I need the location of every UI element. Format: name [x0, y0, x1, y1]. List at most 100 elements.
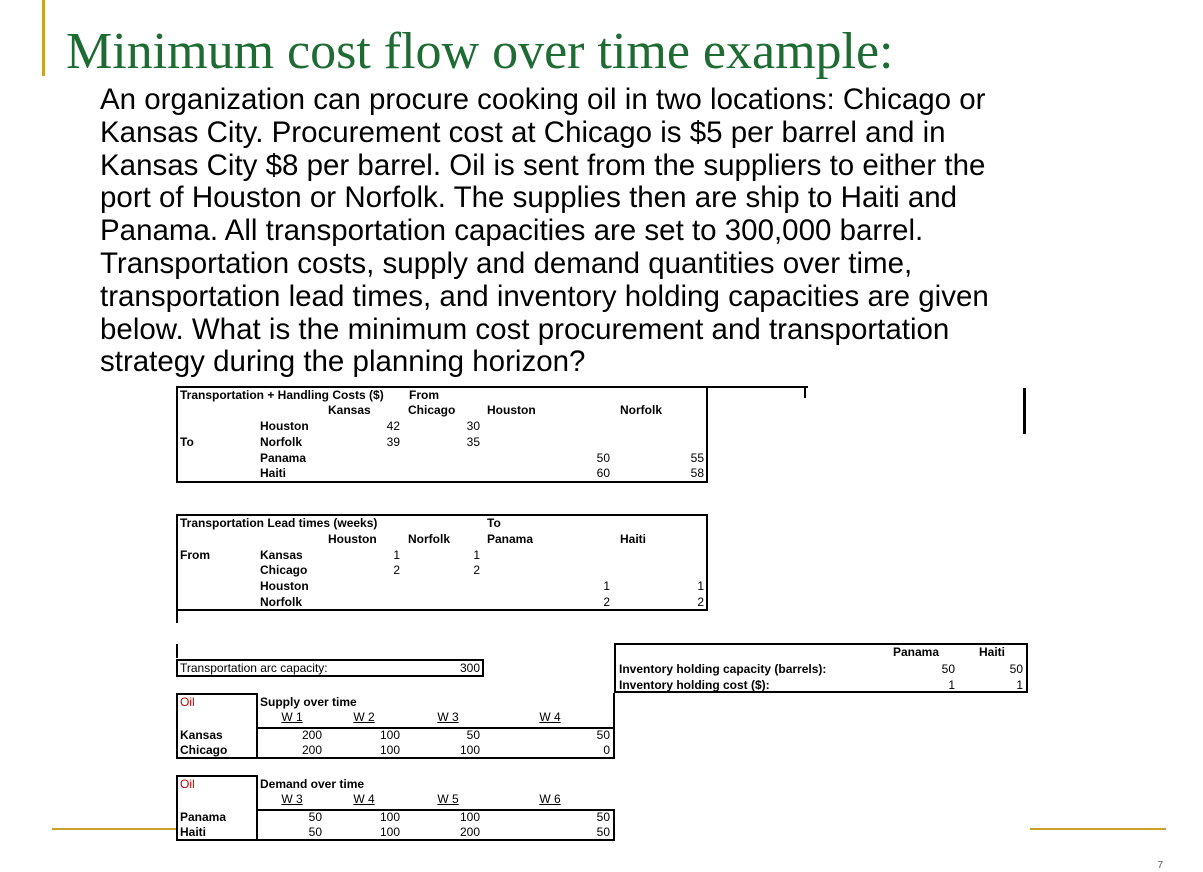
- lead-cell: 1: [603, 579, 610, 593]
- inventory-row-label: Inventory holding capacity (barrels):: [619, 662, 827, 676]
- supply-week: W 4: [539, 710, 561, 724]
- demand-cell: 100: [459, 810, 480, 824]
- demand-title: Demand over time: [260, 777, 365, 791]
- supply-values-box: [256, 727, 615, 759]
- lead-table-header: Transportation Lead times (weeks): [180, 516, 378, 530]
- bottom-left-rule: [52, 828, 176, 830]
- supply-cell: 100: [379, 728, 400, 742]
- supply-row-label: Chicago: [180, 743, 228, 757]
- cursor-bar: [1023, 388, 1026, 434]
- demand-week: W 5: [437, 792, 459, 806]
- body-line: port of Houston or Norfolk. The supplies…: [100, 181, 958, 215]
- cost-cell: 42: [386, 419, 400, 433]
- demand-row-label: Haiti: [180, 825, 207, 839]
- left-accent-bar: [42, 0, 45, 76]
- body-line: Transportation costs, supply and demand …: [100, 246, 913, 280]
- inventory-border: [614, 643, 1028, 693]
- lead-row-label: Chicago: [260, 563, 308, 577]
- supply-cell: 50: [466, 728, 480, 742]
- cost-cell: 39: [386, 435, 400, 449]
- cost-cell: 58: [690, 466, 704, 480]
- supply-oil-tag: Oil: [180, 695, 195, 709]
- lead-cell: 2: [697, 595, 704, 609]
- lead-cell: 2: [603, 595, 610, 609]
- lead-table-tail: [176, 611, 178, 623]
- lead-cell: 1: [697, 579, 704, 593]
- cost-row-label: Houston: [260, 419, 309, 433]
- lead-row-label: Houston: [260, 579, 309, 593]
- cost-cell: 35: [466, 435, 480, 449]
- supply-tag-box: [176, 693, 258, 759]
- cost-cell: 60: [596, 466, 610, 480]
- arc-capacity-label: Transportation arc capacity:: [180, 661, 328, 675]
- arc-capacity-value: 300: [459, 661, 480, 675]
- cost-row-label: Panama: [260, 451, 307, 465]
- lead-cell: 1: [393, 548, 400, 562]
- demand-week: W 6: [539, 792, 561, 806]
- lead-col-panama: Panama: [487, 532, 534, 546]
- slide-title: Minimum cost flow over time example:: [66, 23, 894, 80]
- demand-cell: 50: [308, 825, 322, 839]
- lead-col-norfolk: Norfolk: [408, 532, 450, 546]
- supply-week: W 3: [437, 710, 459, 724]
- lead-cell: 2: [473, 563, 480, 577]
- cost-table-from-label: From: [409, 388, 439, 402]
- cost-cell: 50: [596, 451, 610, 465]
- demand-week: W 3: [281, 792, 303, 806]
- lead-table-to-label: To: [487, 516, 501, 530]
- demand-values-box: [256, 809, 615, 841]
- supply-cell: 200: [301, 743, 322, 757]
- lead-cell: 2: [393, 563, 400, 577]
- supply-week: W 2: [353, 710, 375, 724]
- lead-row-label: Kansas: [260, 548, 303, 562]
- cost-row-label: Norfolk: [260, 435, 302, 449]
- inventory-cell: 50: [1009, 662, 1023, 676]
- body-line: Kansas City $8 per barrel. Oil is sent f…: [100, 148, 986, 182]
- lead-table-from-label: From: [180, 548, 210, 562]
- cost-col-houston: Houston: [487, 403, 536, 417]
- cost-row-label: Haiti: [260, 466, 287, 480]
- demand-cell: 100: [379, 810, 400, 824]
- demand-oil-tag: Oil: [180, 777, 195, 791]
- supply-week: W 1: [281, 710, 303, 724]
- inventory-cell: 50: [941, 662, 955, 676]
- body-line: An organization can procure cooking oil …: [100, 83, 986, 116]
- cost-col-chicago: Chicago: [408, 403, 456, 417]
- body-line: strategy during the planning horizon?: [100, 345, 586, 379]
- cost-table-header: Transportation + Handling Costs ($): [180, 388, 384, 402]
- lead-row-label: Norfolk: [260, 595, 302, 609]
- inventory-cell: 1: [948, 678, 955, 692]
- inventory-cell: 1: [1016, 678, 1023, 692]
- inventory-col-haiti: Haiti: [978, 645, 1005, 659]
- problem-statement: An organization can procure cooking oil …: [100, 83, 1160, 379]
- cost-cell: 55: [690, 451, 704, 465]
- arc-capacity-box: [176, 659, 484, 677]
- demand-row-label: Panama: [180, 810, 227, 824]
- lead-col-haiti: Haiti: [620, 532, 647, 546]
- cost-col-kansas: Kansas: [328, 403, 371, 417]
- demand-week: W 4: [353, 792, 375, 806]
- arc-tick: [176, 644, 178, 658]
- supply-right-tick: [613, 693, 615, 729]
- supply-cell: 50: [596, 728, 610, 742]
- inventory-col-panama: Panama: [892, 645, 940, 659]
- lead-col-houston: Houston: [328, 532, 377, 546]
- supply-title: Supply over time: [260, 695, 357, 709]
- supply-cell: 200: [301, 728, 322, 742]
- demand-cell: 50: [596, 810, 610, 824]
- demand-tag-box: [176, 775, 258, 841]
- cost-table-marker: [804, 386, 806, 398]
- supply-cell: 100: [459, 743, 480, 757]
- supply-row-label: Kansas: [180, 728, 223, 742]
- body-line: below. What is the minimum cost procurem…: [100, 312, 950, 346]
- body-line: transportation lead times, and inventory…: [100, 279, 989, 313]
- inventory-row-label: Inventory holding cost ($):: [619, 678, 770, 692]
- cost-table-top-extension: [708, 386, 808, 388]
- cost-col-norfolk: Norfolk: [620, 403, 662, 417]
- body-line: Panama. All transportation capacities ar…: [100, 214, 924, 248]
- demand-cell: 50: [596, 825, 610, 839]
- bottom-right-rule: [1030, 828, 1166, 830]
- supply-cell: 100: [379, 743, 400, 757]
- lead-table-border: [176, 514, 708, 611]
- lead-cell: 1: [473, 548, 480, 562]
